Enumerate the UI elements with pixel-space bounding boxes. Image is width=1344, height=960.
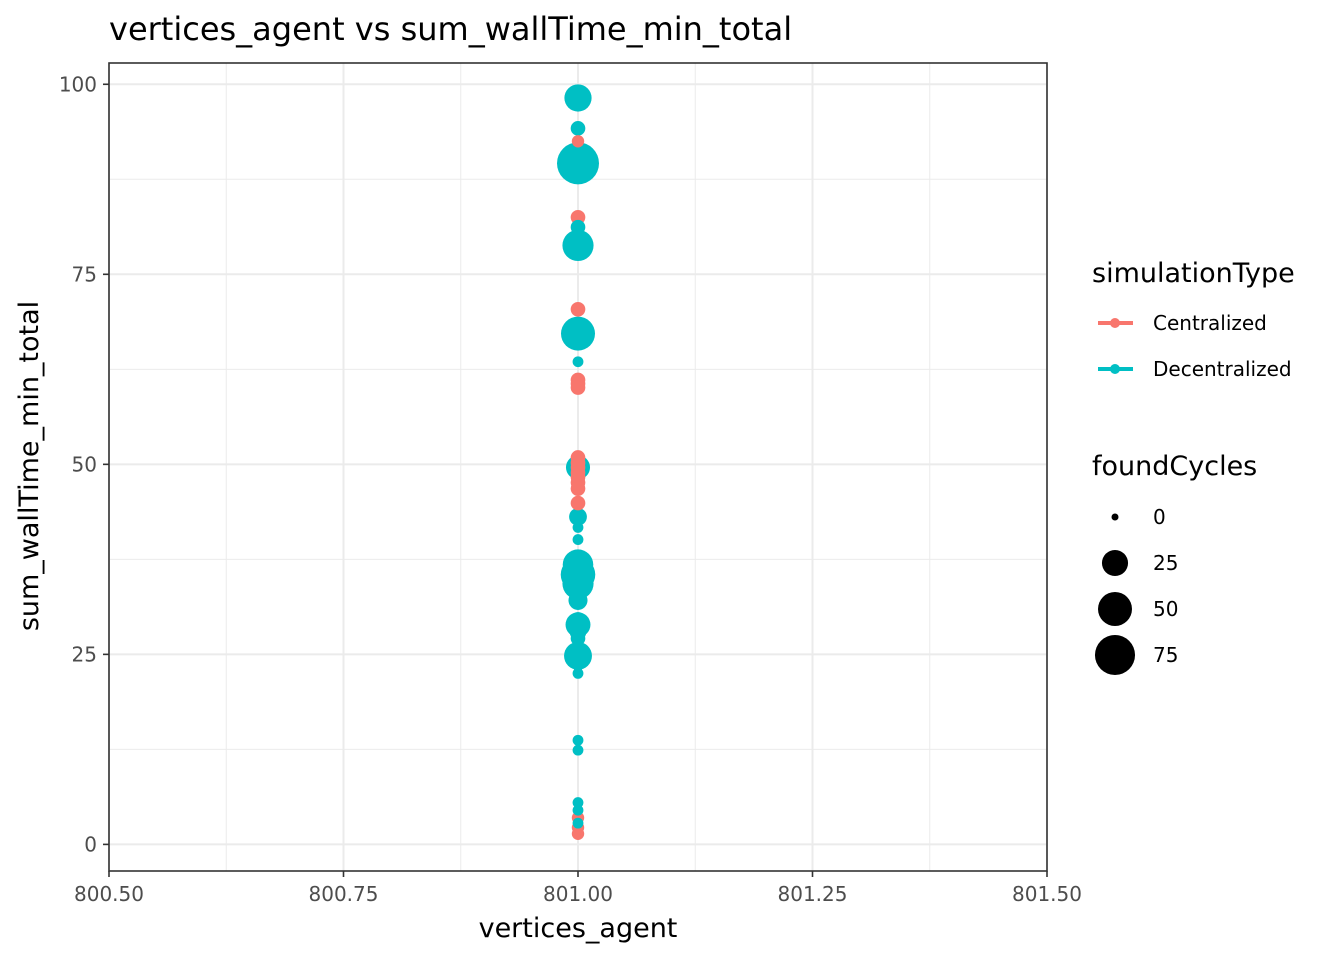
data-point-decentralized xyxy=(570,631,586,646)
color-legend-title: simulationType xyxy=(1092,258,1295,289)
data-point-decentralized xyxy=(568,590,588,610)
data-point-decentralized xyxy=(560,316,596,351)
size-legend-title: foundCycles xyxy=(1092,451,1257,482)
data-point-decentralized xyxy=(572,667,584,679)
size-legend-key xyxy=(1097,591,1133,627)
color-legend-label: Decentralized xyxy=(1153,357,1292,381)
data-point-decentralized xyxy=(572,660,584,672)
data-point-centralized xyxy=(570,481,586,496)
data-point-decentralized xyxy=(570,612,586,627)
data-point-decentralized xyxy=(570,219,586,235)
data-point-decentralized xyxy=(572,817,584,829)
data-point-decentralized xyxy=(572,522,584,533)
data-point-centralized xyxy=(571,827,585,840)
data-point-decentralized xyxy=(564,641,592,670)
y-tick-label: 25 xyxy=(72,642,97,666)
data-point-decentralized xyxy=(562,229,594,262)
data-point-decentralized xyxy=(569,507,587,526)
data-point-decentralized xyxy=(557,142,599,185)
x-axis-title: vertices_agent xyxy=(479,913,678,944)
legend-key-point xyxy=(1110,364,1120,374)
x-tick-label: 801.25 xyxy=(778,882,848,906)
x-tick-label: 801.00 xyxy=(543,882,613,906)
data-point-decentralized xyxy=(562,549,594,580)
points-layer xyxy=(557,84,599,840)
data-point-decentralized xyxy=(570,121,586,136)
data-point-centralized xyxy=(570,301,586,317)
data-point-decentralized xyxy=(572,797,584,808)
y-tick-label: 75 xyxy=(72,262,97,286)
data-point-centralized xyxy=(571,135,585,148)
ticks-layer: 800.50 800.75 801.00 801.25 801.50 0 25 50 75 100 xyxy=(59,72,1082,906)
size-legend-key xyxy=(1101,549,1129,577)
y-tick-label: 100 xyxy=(59,72,97,96)
data-point-decentralized xyxy=(572,734,584,746)
x-tick-label: 801.50 xyxy=(1012,882,1082,906)
legend: simulationType foundCycles Centralized De… xyxy=(1092,258,1295,676)
y-tick-label: 0 xyxy=(84,832,97,856)
size-legend-key xyxy=(1094,634,1136,676)
y-axis-title: sum_wallTime_min_total xyxy=(14,301,45,631)
y-tick-label: 50 xyxy=(72,452,97,476)
x-tick-label: 800.75 xyxy=(309,882,379,906)
data-point-decentralized xyxy=(572,804,584,816)
size-legend-label: 0 xyxy=(1153,505,1166,529)
data-point-decentralized xyxy=(572,744,584,756)
data-point-centralized xyxy=(570,495,586,511)
color-legend-label: Centralized xyxy=(1153,311,1267,335)
x-tick-label: 800.50 xyxy=(74,882,144,906)
size-legend-label: 25 xyxy=(1153,551,1178,575)
chart-title: vertices_agent vs sum_wallTime_min_total xyxy=(109,10,792,48)
size-legend-key xyxy=(1111,513,1119,521)
data-point-decentralized xyxy=(572,356,584,368)
data-point-decentralized xyxy=(572,534,584,546)
data-point-centralized xyxy=(570,380,586,395)
data-point-decentralized xyxy=(564,84,592,112)
size-legend-label: 75 xyxy=(1153,643,1178,667)
legend-key-point xyxy=(1110,318,1120,328)
size-legend-label: 50 xyxy=(1153,597,1178,621)
